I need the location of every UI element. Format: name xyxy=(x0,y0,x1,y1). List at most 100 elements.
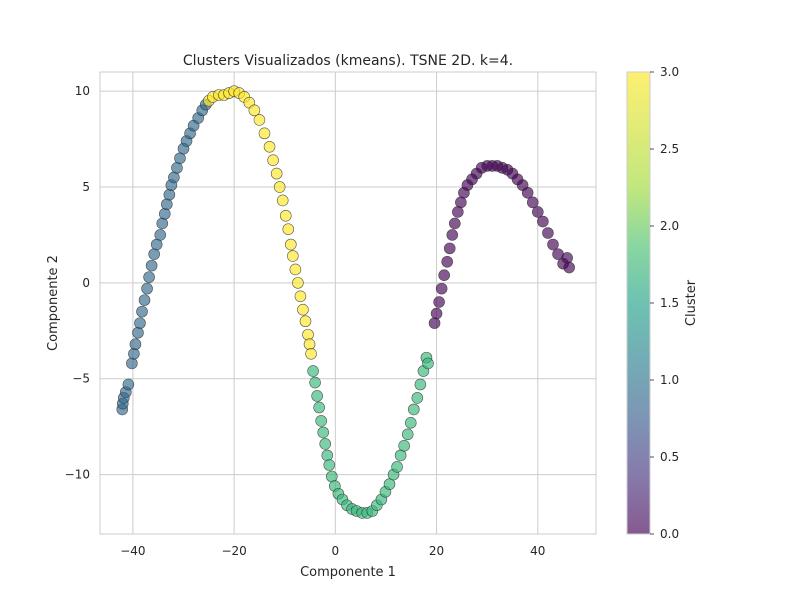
scatter-point-cluster-0 xyxy=(446,229,459,241)
x-tick-label: 0 xyxy=(332,544,340,558)
y-tick-label: 10 xyxy=(75,84,90,98)
y-tick-label: 5 xyxy=(82,180,90,194)
scatter-point-cluster-3 xyxy=(282,223,295,235)
y-tick-labels: −10 −5 0 5 10 xyxy=(65,84,90,481)
colorbar-tick-label: 2.0 xyxy=(660,219,679,233)
scatter-point-cluster-1 xyxy=(163,188,176,201)
scatter-point-cluster-1 xyxy=(132,326,144,339)
scatter-point-cluster-1 xyxy=(138,294,151,306)
x-tick-label: 40 xyxy=(530,544,545,558)
scatter-point-cluster-1 xyxy=(158,208,171,220)
scatter-point-cluster-3 xyxy=(292,277,304,289)
scatter-point-cluster-1 xyxy=(129,338,142,351)
vertical-gridlines xyxy=(132,72,539,534)
y-axis-label: Componente 2 xyxy=(46,255,61,351)
scatter-point-cluster-1 xyxy=(148,248,160,260)
scatter-point-cluster-2 xyxy=(313,401,325,414)
scatter-point-cluster-1 xyxy=(141,282,153,295)
x-tick-label: −40 xyxy=(120,544,145,558)
scatter-point-cluster-3 xyxy=(276,194,289,207)
scatter-point-cluster-0 xyxy=(435,282,448,295)
scatter-point-cluster-3 xyxy=(287,250,299,262)
scatter-point-cluster-2 xyxy=(323,459,336,471)
x-tick-label: 20 xyxy=(429,544,444,558)
scatter-point-cluster-1 xyxy=(126,357,138,370)
scatter-point-cluster-3 xyxy=(303,338,316,351)
scatter-point-cluster-1 xyxy=(134,317,146,329)
scatter-point-cluster-1 xyxy=(128,348,140,360)
scatter-point-cluster-2 xyxy=(321,449,334,462)
colorbar xyxy=(627,72,650,534)
scatter-point-cluster-3 xyxy=(294,290,307,303)
scatter-point-cluster-2 xyxy=(411,392,424,404)
scatter-point-cluster-0 xyxy=(526,196,539,209)
scatter-point-cluster-0 xyxy=(438,269,450,282)
y-tick-label: −10 xyxy=(65,468,90,482)
scatter-point-cluster-0 xyxy=(448,217,461,230)
scatter-point-cluster-2 xyxy=(398,440,410,452)
scatter-point-cluster-3 xyxy=(248,104,261,117)
scatter-point-cluster-3 xyxy=(253,114,266,126)
scatter-point-cluster-1 xyxy=(161,198,173,211)
scatter-point-cluster-0 xyxy=(531,206,544,218)
plot-area-background xyxy=(100,72,596,534)
colorbar-tick-labels: 0.0 0.5 1.0 1.5 2.0 2.5 3.0 xyxy=(650,65,679,541)
scatter-point-cluster-2 xyxy=(309,376,321,389)
scatter-point-cluster-2 xyxy=(414,378,427,391)
colorbar-tick-label: 2.5 xyxy=(660,142,679,156)
scatter-point-cluster-2 xyxy=(407,403,420,416)
scatter-point-cluster-2 xyxy=(315,415,327,427)
scatter-point-cluster-1 xyxy=(154,229,167,241)
colorbar-tick-label: 0.5 xyxy=(660,450,679,464)
scatter-point-cluster-1 xyxy=(136,305,148,318)
scatter-point-cluster-3 xyxy=(267,154,279,166)
colorbar-tick-label: 3.0 xyxy=(660,65,679,79)
scatter-point-cluster-0 xyxy=(542,227,554,239)
scatter-point-cluster-3 xyxy=(285,238,297,251)
colorbar-tick-label: 0.0 xyxy=(660,527,679,541)
chart-title: Clusters Visualizados (kmeans). TSNE 2D.… xyxy=(183,53,513,69)
scatter-point-cluster-0 xyxy=(443,242,456,255)
scatter-point-cluster-0 xyxy=(563,261,575,274)
scatter-point-cluster-1 xyxy=(156,217,169,230)
scatter-point-cluster-2 xyxy=(307,365,319,377)
horizontal-gridlines xyxy=(100,90,596,476)
scatter-point-cluster-3 xyxy=(299,315,312,328)
scatter-point-cluster-3 xyxy=(258,127,271,140)
scatter-point-cluster-0 xyxy=(428,317,441,329)
colorbar-tick-label: 1.5 xyxy=(660,296,679,310)
y-tick-label: −5 xyxy=(72,372,90,386)
scatter-point-cluster-3 xyxy=(305,348,317,360)
scatter-point-cluster-3 xyxy=(297,303,309,316)
colorbar-tick-label: 1.0 xyxy=(660,373,679,387)
scatter-point-cluster-1 xyxy=(145,259,158,272)
x-tick-labels: −40 −20 0 20 40 xyxy=(120,544,545,558)
scatter-point-cluster-0 xyxy=(521,186,534,199)
scatter-point-cluster-2 xyxy=(422,357,434,370)
y-tick-label: 0 xyxy=(82,276,90,290)
scatter-point-cluster-2 xyxy=(404,417,417,429)
scatter-point-cluster-0 xyxy=(441,255,454,268)
scatter-points xyxy=(116,85,575,519)
scatter-point-cluster-0 xyxy=(547,238,559,251)
scatter-point-cluster-2 xyxy=(317,426,330,439)
scatter-point-cluster-2 xyxy=(391,461,403,473)
scatter-point-cluster-1 xyxy=(122,378,135,391)
scatter-point-cluster-3 xyxy=(263,140,276,153)
scatter-point-cluster-1 xyxy=(143,271,155,283)
scatter-point-cluster-3 xyxy=(273,181,286,193)
scatter-point-cluster-2 xyxy=(401,428,414,441)
plot-area-frame xyxy=(99,71,597,535)
x-tick-label: −20 xyxy=(221,544,246,558)
scatter-point-cluster-3 xyxy=(289,263,302,276)
scatter-point-cluster-3 xyxy=(302,328,314,341)
scatter-point-cluster-0 xyxy=(561,252,573,264)
scatter-point-cluster-0 xyxy=(433,296,445,308)
scatter-point-cluster-3 xyxy=(279,209,292,222)
scatter-point-cluster-2 xyxy=(311,390,323,402)
scatter-point-cluster-2 xyxy=(319,438,332,450)
colorbar-label: Cluster xyxy=(684,279,699,326)
scatter-point-cluster-0 xyxy=(537,215,549,228)
scatter-point-cluster-0 xyxy=(430,307,443,320)
